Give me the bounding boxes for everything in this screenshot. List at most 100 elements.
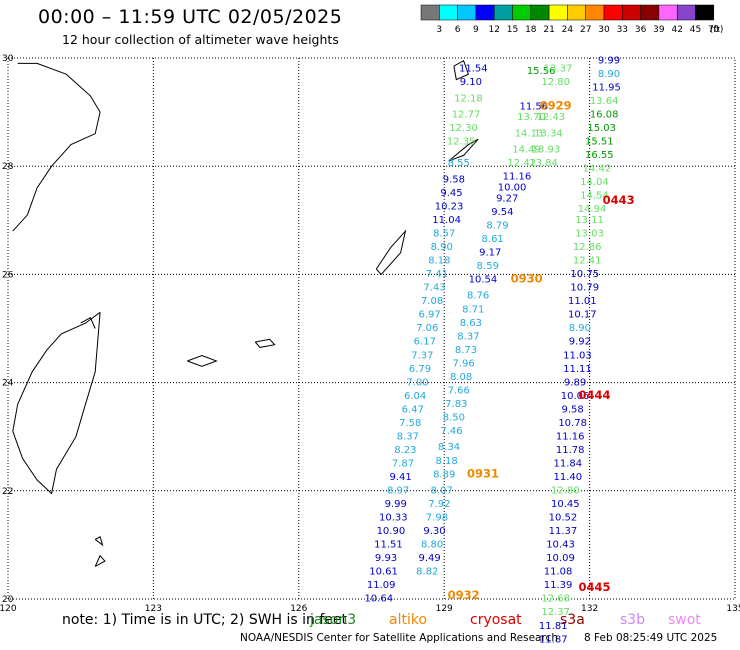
wave-height-label: 12.35 — [447, 137, 476, 148]
wave-height-label: 11.81 — [539, 621, 568, 632]
wave-height-label: 11.39 — [544, 580, 573, 591]
wave-height-label: 9.45 — [440, 188, 462, 199]
track-time-label: 0932 — [448, 588, 480, 602]
wave-height-label: 7.98 — [426, 513, 448, 524]
lat-tick-label: 24 — [2, 379, 14, 389]
wave-height-label: 6.17 — [414, 337, 436, 348]
page-subtitle: 12 hour collection of altimeter wave hei… — [62, 32, 339, 47]
island-coastline — [80, 316, 96, 329]
legend-tick-label: 39 — [653, 25, 665, 35]
wave-height-label: 12.68 — [541, 594, 570, 605]
lon-tick-label: 132 — [581, 604, 598, 614]
track-time-label: 0930 — [511, 272, 543, 286]
wave-height-label: 7.06 — [416, 323, 438, 334]
wave-height-label: 9.41 — [389, 472, 411, 483]
wave-height-label: 8.71 — [462, 304, 484, 315]
wave-height-label: 6.79 — [409, 364, 431, 375]
wave-height-label: 9.89 — [564, 377, 586, 388]
wave-height-label: 8.57 — [433, 229, 455, 240]
lon-tick-label: 123 — [145, 604, 162, 614]
legend-tick-label: 33 — [617, 25, 628, 35]
wave-height-label: 10.00 — [498, 183, 527, 194]
wave-height-label: 9.54 — [491, 207, 513, 218]
legend-tick-label: 30 — [598, 25, 610, 35]
wave-height-label: 7.66 — [448, 385, 470, 396]
wave-height-label: 7.00 — [406, 377, 428, 388]
wave-height-label: 9.58 — [443, 174, 465, 185]
wave-height-label: 8.63 — [460, 318, 482, 329]
kyushu-coastline — [12, 62, 101, 232]
legend-tick-label: 70 — [708, 25, 720, 35]
wave-height-label: 13.37 — [544, 64, 573, 75]
wave-height-label: 8.97 — [387, 486, 409, 497]
wave-height-label: 10.17 — [568, 310, 597, 321]
wave-height-label: 8.07 — [431, 486, 453, 497]
wave-height-label: 14.04 — [580, 177, 609, 188]
satellite-label-s3a: s3a — [560, 612, 585, 628]
wave-height-label: 10.23 — [435, 201, 464, 212]
wave-height-label: 8.55 — [448, 158, 470, 169]
wave-height-label: 15.03 — [587, 123, 616, 134]
wave-height-label: 12.86 — [573, 242, 602, 253]
satellite-label-altiko: altiko — [389, 612, 428, 628]
wave-height-label: 10.78 — [558, 418, 587, 429]
wave-height-label: 14.49 — [512, 145, 541, 156]
wave-height-label: 8.89 — [433, 469, 455, 480]
legend-tick-label: 45 — [690, 25, 701, 35]
wave-height-label: 12.18 — [454, 93, 483, 104]
wave-height-label: 10.79 — [570, 283, 599, 294]
wave-height-label: 13.64 — [590, 96, 619, 107]
wave-height-label: 15.56 — [527, 66, 556, 77]
lon-tick-label: 120 — [0, 604, 17, 614]
wave-height-label: 11.78 — [556, 445, 585, 456]
wave-height-label: 8.76 — [467, 291, 489, 302]
legend-tick-label: 9 — [473, 25, 479, 35]
lon-tick-label: 126 — [290, 604, 307, 614]
wave-height-label: 12.41 — [573, 256, 602, 267]
wave-height-label: 14.13 — [515, 128, 544, 139]
wave-height-label: 7.46 — [440, 426, 462, 437]
wave-height-label: 11.01 — [568, 296, 597, 307]
wave-height-label: 9.30 — [423, 526, 445, 537]
wave-height-label: 10.06 — [561, 391, 590, 402]
wave-height-label: 11.09 — [367, 580, 396, 591]
wave-height-label: 8.08 — [450, 372, 472, 383]
wave-height-label: 10.54 — [469, 275, 498, 286]
wave-height-label: 16.08 — [590, 110, 619, 121]
wave-height-label: 7.41 — [426, 269, 448, 280]
wave-height-label: 9.17 — [479, 247, 501, 258]
island-coastline — [254, 338, 276, 348]
track-time-label: 0443 — [603, 193, 635, 207]
wave-height-label: 16.55 — [585, 150, 614, 161]
wave-height-label: 11.40 — [553, 472, 582, 483]
wave-height-label: 11.84 — [553, 458, 582, 469]
wave-height-label: 9.92 — [569, 337, 591, 348]
wave-height-label: 8.90 — [569, 323, 591, 334]
island-coastline — [94, 536, 104, 547]
wave-height-label: 13.93 — [532, 145, 561, 156]
wave-height-label: 8.34 — [438, 442, 460, 453]
lat-tick-label: 30 — [2, 54, 14, 64]
wave-height-label: 8.23 — [394, 445, 416, 456]
wave-height-label: 13.84 — [529, 158, 558, 169]
wave-height-label: 14.54 — [580, 191, 609, 202]
wave-height-label: 12.30 — [449, 123, 478, 134]
wave-height-label: 8.37 — [457, 331, 479, 342]
wave-height-label: 8.82 — [416, 567, 438, 578]
wave-height-label: 8.37 — [397, 431, 419, 442]
wave-height-label: 9.99 — [385, 499, 407, 510]
wave-height-label: 10.90 — [377, 526, 406, 537]
legend-tick-label: 21 — [543, 25, 554, 35]
footer-timestamp: 8 Feb 08:25:49 UTC 2025 — [584, 632, 718, 644]
wave-height-label: 9.49 — [419, 553, 441, 564]
wave-height-label: 12.80 — [551, 486, 580, 497]
legend-tick-label: 36 — [635, 25, 647, 35]
wave-height-label: 12.42 — [507, 158, 536, 169]
legend-swatch — [695, 4, 715, 21]
wave-height-label: 8.90 — [598, 69, 620, 80]
wave-height-label: 12.80 — [541, 77, 570, 88]
wave-height-label: 12.37 — [541, 607, 570, 618]
wave-height-label: 13.70 — [517, 112, 546, 123]
wave-height-label: 11.04 — [432, 215, 461, 226]
island-coastline — [187, 354, 218, 367]
